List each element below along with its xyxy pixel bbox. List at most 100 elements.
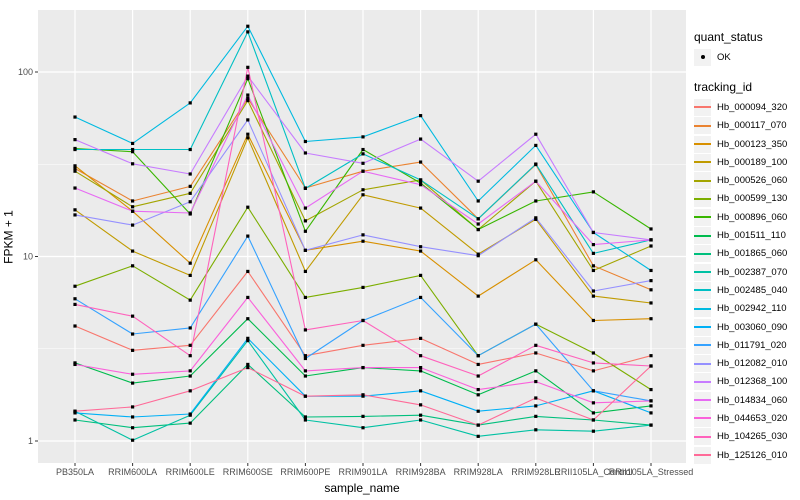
x-tick-label: RRII105LA_Stressed [609,467,694,477]
data-point [534,258,538,262]
data-point [534,428,538,432]
legend-tracking-item-label: Hb_125126_010 [717,449,788,461]
data-point [131,249,135,253]
data-point [591,369,595,373]
legend-tracking-item: Hb_044653_020 [694,409,800,427]
legend-tracking-item-label: Hb_011791_020 [717,339,787,351]
series-line-icon [694,289,711,292]
data-point [534,132,538,136]
data-point [246,96,250,100]
panel-background [38,10,686,463]
data-point [476,217,480,221]
data-point [476,409,480,413]
data-point [591,264,595,268]
data-point [534,404,538,408]
data-point [246,295,250,300]
data-point [131,199,135,203]
x-tick-label: PB350LA [56,467,94,477]
data-point [419,389,423,393]
data-point [361,365,365,370]
legend-tracking-item: Hb_012368_100 [694,373,800,391]
data-point [419,160,423,164]
data-point [591,190,595,194]
y-tick-label: 1 [28,436,33,446]
series-line-icon [694,234,711,237]
data-point [419,245,423,249]
data-point [476,362,480,367]
data-point [649,399,653,403]
data-point [649,387,653,392]
data-point [246,339,250,343]
data-point [188,261,192,265]
data-point [591,351,595,355]
legend-tracking-item-label: Hb_000896_060 [717,211,788,223]
data-point [303,394,307,398]
legend: quant_status OK tracking_id Hb_000094_32… [694,30,800,464]
data-point [591,401,595,405]
series-line-icon [694,399,711,402]
data-point [188,412,192,416]
data-point [246,74,250,78]
legend-tracking-item: Hb_000094_320 [694,98,800,116]
data-point [419,206,423,210]
data-point [591,289,595,293]
legend-tracking-item-label: Hb_000189_100 [717,156,788,168]
legend-tracking-item: Hb_001865_060 [694,245,800,263]
series-line-icon [694,454,711,457]
legend-tracking-item: Hb_002485_040 [694,281,800,299]
data-point [188,211,192,215]
legend-tracking-item-label: Hb_002485_040 [717,284,788,296]
x-tick-label: RRIM600LE [166,467,215,477]
data-point [303,229,307,233]
data-point [649,364,653,368]
series-color-key-icon [694,135,711,153]
data-point [591,268,595,273]
data-point [361,188,365,192]
legend-tracking-item: Hb_011791_020 [694,336,800,354]
data-point [246,365,250,370]
data-point [419,336,423,340]
data-point [591,361,595,365]
data-point [303,186,307,190]
x-axis-title: sample_name [324,481,400,495]
data-point [303,374,307,378]
data-point [73,164,77,168]
data-point [188,184,192,188]
data-point [361,169,365,173]
data-point [534,143,538,148]
data-point [246,118,250,122]
data-point [131,205,135,209]
legend-tracking-item: Hb_000189_100 [694,153,800,171]
x-tick-label: RRIM928BA [396,467,446,477]
series-color-key-icon [694,172,711,190]
data-point [361,318,365,323]
data-point [131,415,135,419]
data-point [188,354,192,358]
data-point [649,238,653,242]
series-line-icon [694,252,711,255]
data-point [73,297,77,301]
data-point [73,138,77,142]
data-point [303,369,307,373]
data-point [534,179,538,183]
legend-tracking-item-label: Hb_001865_060 [717,248,788,260]
series-line-icon [694,417,711,420]
data-point [419,295,423,300]
legend-tracking-item: Hb_002942_110 [694,300,800,318]
series-color-key-icon [694,446,711,464]
data-point [419,183,423,187]
series-line-icon [694,380,711,383]
data-point [649,288,653,292]
data-point [649,268,653,273]
x-tick-label: RRIM600SE [223,467,273,477]
data-point [131,150,135,154]
data-point [131,162,135,166]
series-line-icon [694,307,711,310]
data-point [303,418,307,422]
data-point [361,426,365,430]
data-point [476,222,480,226]
data-point [361,152,365,156]
series-line-icon [694,326,711,328]
series-color-key-icon [694,428,711,446]
y-tick-label: 10 [23,252,33,262]
